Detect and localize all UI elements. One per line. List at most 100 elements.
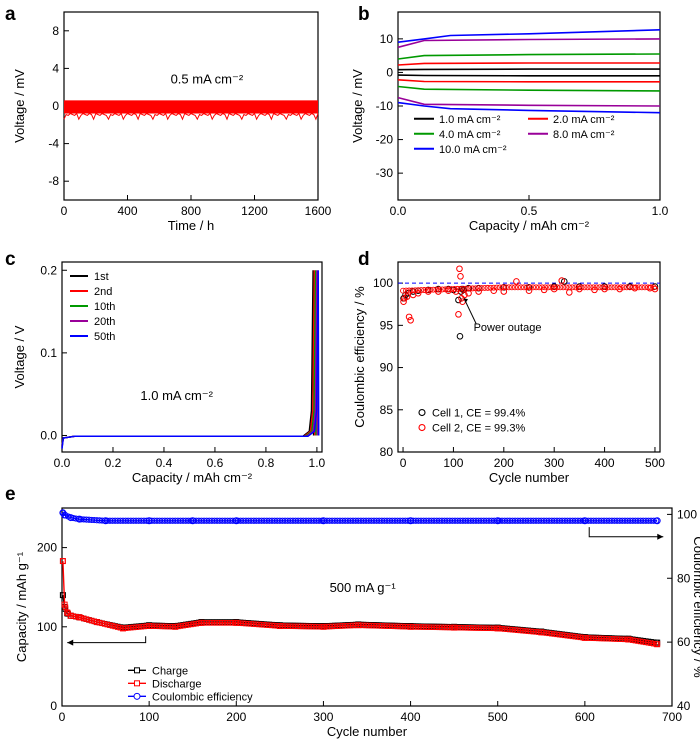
- data-point: [355, 622, 362, 629]
- y-tick-label: 0.0: [40, 428, 57, 442]
- data-point: [538, 629, 545, 636]
- right-axis-indicator-arrowhead: [657, 533, 664, 540]
- data-point: [76, 614, 83, 621]
- y-tick-label: -20: [376, 133, 394, 147]
- annotation-label: Power outage: [474, 322, 542, 334]
- x-axis-label: Capacity / mAh cm⁻²: [132, 470, 253, 485]
- data-point: [638, 284, 645, 291]
- data-point: [59, 592, 66, 599]
- data-point: [400, 298, 407, 305]
- data-point: [67, 612, 74, 619]
- data-point: [475, 285, 482, 292]
- x-tick-label: 100: [443, 456, 463, 470]
- data-point: [403, 287, 410, 294]
- y-tick-label: 100: [37, 620, 57, 634]
- legend-label: 10th: [94, 301, 115, 313]
- data-point: [102, 517, 110, 525]
- data-point: [407, 623, 414, 630]
- data-point: [451, 286, 458, 292]
- legend-label: 1.0 mA cm⁻²: [439, 114, 501, 126]
- data-point: [635, 284, 642, 291]
- data-point: [626, 284, 633, 291]
- y-tick-label: 100: [373, 276, 393, 290]
- y-tick-label: -10: [376, 99, 394, 113]
- data-point: [448, 286, 455, 293]
- data-point: [629, 284, 636, 291]
- legend-label: 2.0 mA cm⁻²: [553, 114, 615, 126]
- x-tick-label: 300: [544, 456, 564, 470]
- x-tick-label: 500: [488, 710, 508, 724]
- data-point: [641, 284, 648, 291]
- data-point: [550, 285, 558, 293]
- x-tick-label: 400: [595, 456, 615, 470]
- data-point: [558, 277, 566, 284]
- x-tick-label: 1.0: [652, 204, 669, 218]
- x-tick-label: 0.4: [156, 456, 173, 470]
- panel-letter-e: e: [5, 484, 16, 505]
- x-tick-label: 700: [662, 710, 682, 724]
- y-right-tick-label: 40: [677, 699, 691, 713]
- data-point: [405, 313, 413, 321]
- x-tick-label: 800: [181, 204, 201, 218]
- data-point: [484, 284, 491, 291]
- data-point: [445, 287, 452, 295]
- data-point: [430, 286, 437, 293]
- data-point: [487, 284, 494, 291]
- legend-label: 1st: [94, 271, 109, 283]
- data-point: [454, 285, 461, 292]
- data-point: [189, 517, 197, 525]
- legend-label: Cell 2, CE = 99.3%: [432, 423, 525, 435]
- data-point: [545, 284, 552, 291]
- data-point: [456, 333, 464, 340]
- data-point: [490, 284, 497, 291]
- data-point: [460, 285, 467, 292]
- y-tick-label: 0: [50, 699, 57, 713]
- data-point: [463, 285, 470, 292]
- data-point: [145, 517, 153, 525]
- data-point: [445, 286, 452, 293]
- panel-letter-d: d: [358, 249, 370, 270]
- series-line: [61, 270, 320, 449]
- legend-label: 20th: [94, 316, 115, 328]
- data-point: [539, 284, 546, 291]
- x-tick-label: 0: [61, 204, 68, 218]
- data-point: [578, 284, 585, 291]
- data-point: [198, 619, 205, 626]
- data-point: [478, 285, 485, 292]
- data-point: [596, 284, 603, 291]
- series-line-charge: [397, 29, 661, 43]
- y-right-axis-label: Coulombic efficiency / %: [691, 536, 700, 678]
- data-point: [403, 293, 411, 300]
- data-point: [569, 284, 576, 291]
- data-point: [587, 284, 594, 291]
- x-tick-label: 0: [400, 456, 407, 470]
- data-point: [457, 285, 464, 292]
- y-tick-label: -8: [48, 174, 59, 188]
- data-point: [517, 284, 524, 291]
- data-point: [436, 286, 443, 293]
- y-tick-label: 80: [380, 445, 394, 459]
- data-point: [554, 284, 561, 291]
- y-axis-label: Voltage / V: [12, 325, 27, 388]
- data-point: [456, 265, 463, 273]
- data-point: [400, 287, 406, 294]
- chart-panel-d: 0 100 200 300 400 500 80 85 90 95 100 Cycle number C…: [352, 261, 665, 485]
- data-point: [427, 286, 434, 293]
- data-point: [599, 284, 606, 291]
- x-tick-label: 1600: [305, 204, 332, 218]
- y-axis-label: Voltage / mV: [12, 69, 27, 143]
- data-point: [623, 284, 630, 291]
- legend-label: 8.0 mA cm⁻²: [553, 129, 615, 141]
- x-tick-label: 300: [313, 710, 333, 724]
- y-tick-label: 0: [52, 99, 59, 113]
- chart-panel-a: 0 400 800 1200 1600 -8 -4 0 4 8 Time / h Voltage / …: [12, 11, 332, 233]
- data-point: [418, 287, 425, 294]
- data-point: [508, 284, 515, 291]
- legend-marker: [134, 667, 140, 674]
- series-line-charge: [397, 68, 660, 71]
- y-tick-label: 10: [380, 32, 394, 46]
- y-tick-label: -30: [376, 166, 394, 180]
- data-point: [494, 517, 502, 525]
- legend-label: 50th: [94, 331, 115, 343]
- right-axis-indicator-arrow: [588, 527, 664, 538]
